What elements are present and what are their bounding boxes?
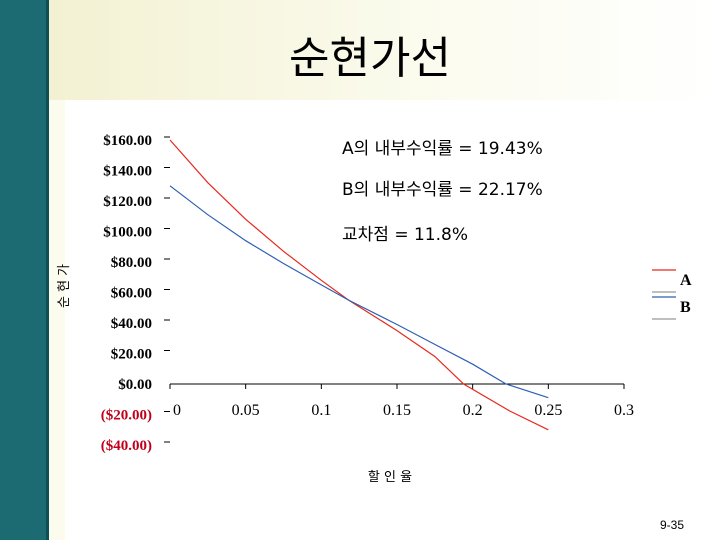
x-axis: 0 0.05 0.1 0.15 0.2 0.25 0.3 [169, 383, 634, 419]
series-line-b [169, 185, 549, 399]
x-tick-label: 0 [173, 402, 181, 419]
annotation-2: B의 내부수익률 = 22.17% [342, 180, 543, 200]
x-tick-label: 0.05 [232, 402, 260, 419]
annotation-1: A의 내부수익률 = 19.43% [342, 139, 543, 159]
side-strip [49, 100, 65, 540]
y-tick-label: $20.00 [111, 347, 152, 363]
y-tick-label: $80.00 [111, 255, 152, 271]
y-axis-ticks: $160.00 $140.00 $120.00 $100.00 $80.00 $60.00… [101, 133, 170, 454]
y-axis-title: 순 현 가 [57, 264, 72, 308]
y-tick-label: $140.00 [103, 164, 152, 180]
x-tick-label: 0.3 [614, 402, 634, 419]
title-band [49, 0, 720, 100]
series-lines [169, 139, 549, 431]
y-tick-label: $40.00 [111, 316, 152, 332]
legend-label-a: A [680, 272, 692, 289]
page-number: 9-35 [660, 518, 685, 532]
y-tick-label: $0.00 [118, 377, 152, 393]
slide-title: 순현가선 [289, 33, 451, 84]
legend-label-b: B [680, 299, 691, 316]
irr-annotations: A의 내부수익률 = 19.43% B의 내부수익률 = 22.17% 교차점 = … [342, 139, 543, 245]
y-tick-label: $60.00 [111, 286, 152, 302]
chart-legend: AB [652, 269, 692, 320]
x-tick-label: 0.25 [534, 402, 562, 419]
x-tick-label: 0.1 [311, 402, 331, 419]
left-sidebar-bar [0, 0, 46, 540]
y-tick-label: ($40.00) [101, 438, 152, 454]
annotation-3: 교차점 = 11.8% [342, 225, 468, 245]
y-tick-label: $160.00 [103, 133, 152, 149]
x-axis-title: 할 인 율 [368, 470, 412, 485]
y-tick-label: ($20.00) [101, 408, 152, 424]
y-tick-label: $120.00 [103, 194, 152, 210]
x-tick-label: 0.2 [463, 402, 483, 419]
left-sidebar-edge [46, 0, 49, 540]
x-tick-label: 0.15 [383, 402, 411, 419]
y-tick-label: $100.00 [103, 225, 152, 241]
